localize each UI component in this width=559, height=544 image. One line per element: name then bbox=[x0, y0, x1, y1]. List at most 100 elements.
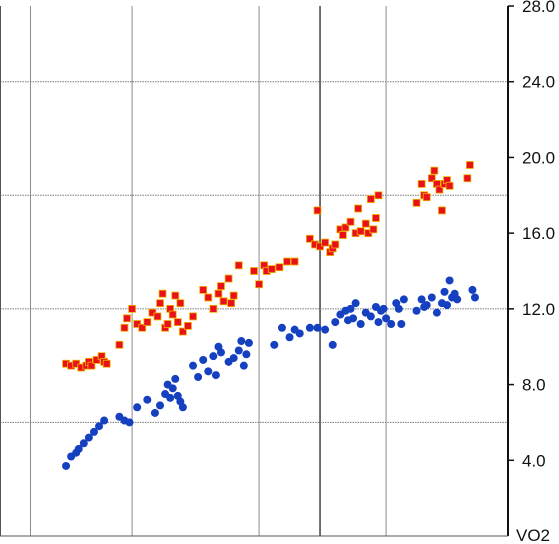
red-square-series bbox=[62, 161, 474, 372]
blue-circle-point bbox=[229, 354, 238, 363]
red-square-point bbox=[430, 166, 439, 175]
red-square-point bbox=[176, 299, 185, 308]
red-square-point bbox=[224, 274, 233, 283]
red-square-point bbox=[361, 219, 370, 228]
red-square-point bbox=[189, 312, 197, 321]
blue-circle-point bbox=[209, 352, 218, 361]
red-square-point bbox=[445, 181, 454, 190]
blue-circle-point bbox=[346, 304, 355, 313]
axis-lines bbox=[0, 6, 509, 537]
blue-circle-point bbox=[305, 323, 314, 332]
y-tick-label: 20.0 bbox=[522, 148, 555, 167]
blue-circle-point bbox=[133, 403, 142, 412]
blue-circle-point bbox=[443, 301, 452, 310]
red-square-point bbox=[173, 318, 182, 327]
blue-circle-point bbox=[468, 285, 477, 294]
red-square-point bbox=[305, 234, 314, 243]
blue-circle-point bbox=[125, 418, 134, 427]
blue-circle-point bbox=[189, 361, 198, 370]
blue-circle-point bbox=[295, 329, 304, 338]
blue-circle-point bbox=[399, 295, 408, 304]
red-square-point bbox=[102, 359, 111, 368]
blue-circle-point bbox=[168, 384, 177, 393]
blue-circle-point bbox=[194, 373, 203, 381]
blue-circle-point bbox=[211, 371, 220, 380]
blue-circle-point bbox=[166, 393, 175, 402]
y-tick-labels: 4.0 8.0 12.0 16.0 20.0 24.0 28.0 bbox=[508, 0, 555, 470]
red-square-point bbox=[217, 282, 225, 291]
blue-circle-point bbox=[374, 318, 383, 327]
blue-circle-point bbox=[422, 301, 431, 310]
red-square-point bbox=[412, 198, 421, 207]
red-square-point bbox=[341, 223, 350, 232]
red-square-point bbox=[234, 261, 243, 270]
blue-circle-point bbox=[79, 439, 88, 448]
blue-circle-point bbox=[216, 348, 225, 357]
red-square-point bbox=[219, 297, 228, 306]
blue-circle-point bbox=[356, 320, 365, 328]
red-square-point bbox=[267, 265, 276, 274]
blue-circle-point bbox=[417, 295, 426, 304]
red-square-point bbox=[229, 291, 238, 300]
blue-circle-point bbox=[470, 293, 479, 302]
red-square-point bbox=[171, 291, 180, 300]
blue-circle-point bbox=[171, 374, 180, 383]
red-square-point bbox=[143, 318, 152, 327]
blue-circle-point bbox=[199, 355, 208, 364]
red-square-point bbox=[438, 206, 446, 215]
red-square-point bbox=[338, 231, 347, 239]
blue-circle-point bbox=[445, 276, 454, 285]
blue-circle-point bbox=[313, 323, 322, 332]
blue-circle-point bbox=[277, 323, 286, 332]
blue-circle-point bbox=[244, 338, 253, 347]
blue-circle-series bbox=[62, 276, 479, 470]
red-square-point bbox=[163, 320, 172, 328]
blue-circle-point bbox=[100, 416, 109, 425]
y-tick-label: 12.0 bbox=[522, 300, 555, 319]
red-square-point bbox=[209, 304, 218, 313]
red-square-point bbox=[123, 314, 131, 323]
blue-circle-point bbox=[379, 304, 388, 313]
blue-circle-point bbox=[62, 461, 71, 470]
blue-circle-point bbox=[366, 312, 375, 321]
blue-circle-point bbox=[242, 350, 251, 359]
y-tick-label: 24.0 bbox=[522, 73, 555, 92]
red-square-point bbox=[227, 299, 236, 308]
blue-circle-point bbox=[150, 408, 159, 417]
blue-circle-point bbox=[234, 346, 243, 355]
blue-circle-point bbox=[285, 333, 294, 342]
y-tick-label: 16.0 bbox=[522, 224, 555, 243]
blue-circle-point bbox=[321, 325, 330, 334]
red-square-point bbox=[369, 225, 378, 234]
blue-circle-point bbox=[95, 422, 104, 431]
red-square-point bbox=[128, 304, 136, 313]
y-axis-title: VO2 bbox=[516, 526, 550, 544]
red-square-point bbox=[115, 340, 124, 349]
blue-circle-point bbox=[331, 318, 340, 327]
blue-circle-point bbox=[349, 314, 358, 323]
blue-circle-point bbox=[412, 306, 421, 315]
blue-circle-point bbox=[156, 401, 165, 410]
red-square-point bbox=[283, 257, 291, 266]
blue-circle-point bbox=[440, 287, 449, 296]
red-square-point bbox=[255, 280, 263, 289]
red-square-point bbox=[156, 299, 164, 308]
blue-circle-point bbox=[453, 295, 462, 304]
red-square-point bbox=[120, 323, 129, 332]
red-square-point bbox=[374, 191, 383, 200]
red-square-point bbox=[250, 267, 258, 275]
blue-circle-point bbox=[239, 361, 248, 370]
red-square-point bbox=[356, 227, 365, 236]
blue-circle-point bbox=[204, 367, 213, 376]
blue-circle-point bbox=[387, 320, 396, 328]
blue-circle-point bbox=[143, 395, 152, 404]
blue-circle-point bbox=[351, 299, 360, 308]
red-square-point bbox=[214, 289, 223, 298]
red-square-point bbox=[463, 174, 472, 183]
red-square-point bbox=[153, 312, 162, 321]
red-square-point bbox=[422, 193, 431, 202]
red-square-point bbox=[199, 286, 208, 294]
blue-circle-point bbox=[394, 304, 403, 313]
blue-circle-point bbox=[382, 314, 391, 323]
